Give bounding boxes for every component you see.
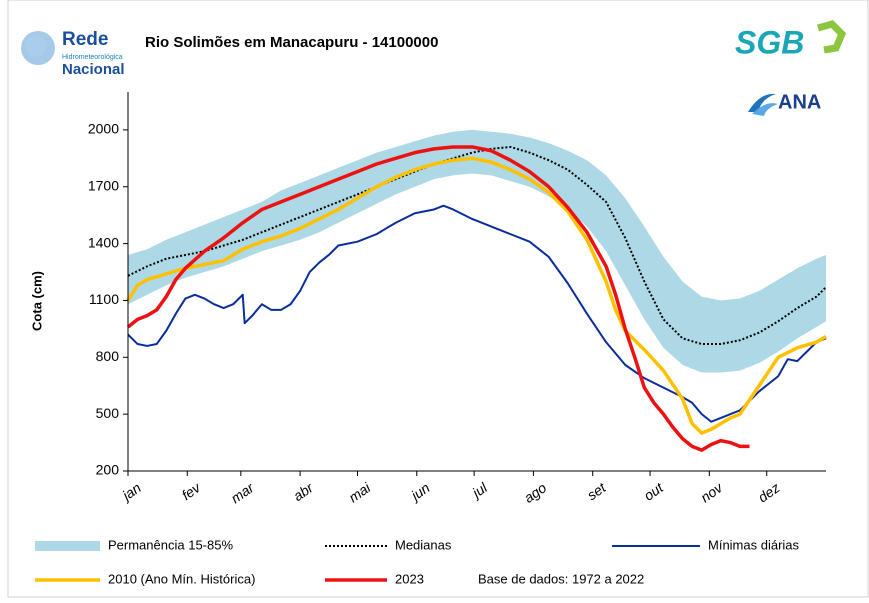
legend-label: Permanência 15-85% <box>108 537 233 552</box>
rede-logo: Rede Hidrometeorológica Nacional <box>21 29 125 78</box>
y-tick-label: 500 <box>96 405 120 421</box>
line <box>127 145 827 346</box>
logo-text: ANA <box>778 91 821 113</box>
logo-text: Rede <box>62 29 108 50</box>
logo-text: Nacional <box>62 61 125 78</box>
logo-text: Hidrometeorológica <box>62 54 123 61</box>
chart-title: Rio Solimões em Manacapuru - 14100000 <box>145 34 438 51</box>
logo-text: SGB <box>735 24 804 60</box>
y-tick-label: 1700 <box>88 177 119 193</box>
annotation: Base de dados: 1972 a 2022 <box>478 571 644 586</box>
line <box>126 156 827 435</box>
y-tick-label: 2000 <box>88 121 119 137</box>
legend-label: 2010 (Ano Mín. Histórica) <box>108 571 255 586</box>
legend-label: Mínimas diárias <box>708 537 800 552</box>
y-tick-label: 1400 <box>88 234 119 250</box>
range-band <box>128 129 826 373</box>
ana-logo: ANA <box>748 91 821 116</box>
legend-label: Medianas <box>395 537 452 552</box>
frame <box>7 0 869 598</box>
sgb-logo: SGB <box>735 20 847 60</box>
y-tick-label: 1100 <box>89 291 119 307</box>
line <box>126 145 750 452</box>
legend-swatch <box>35 541 100 551</box>
line <box>127 204 827 423</box>
y-tick-label: 800 <box>96 348 120 364</box>
legend-label: 2023 <box>395 571 424 586</box>
y-axis-label: Cota (cm) <box>29 271 44 331</box>
y-tick-label: 200 <box>96 462 120 478</box>
